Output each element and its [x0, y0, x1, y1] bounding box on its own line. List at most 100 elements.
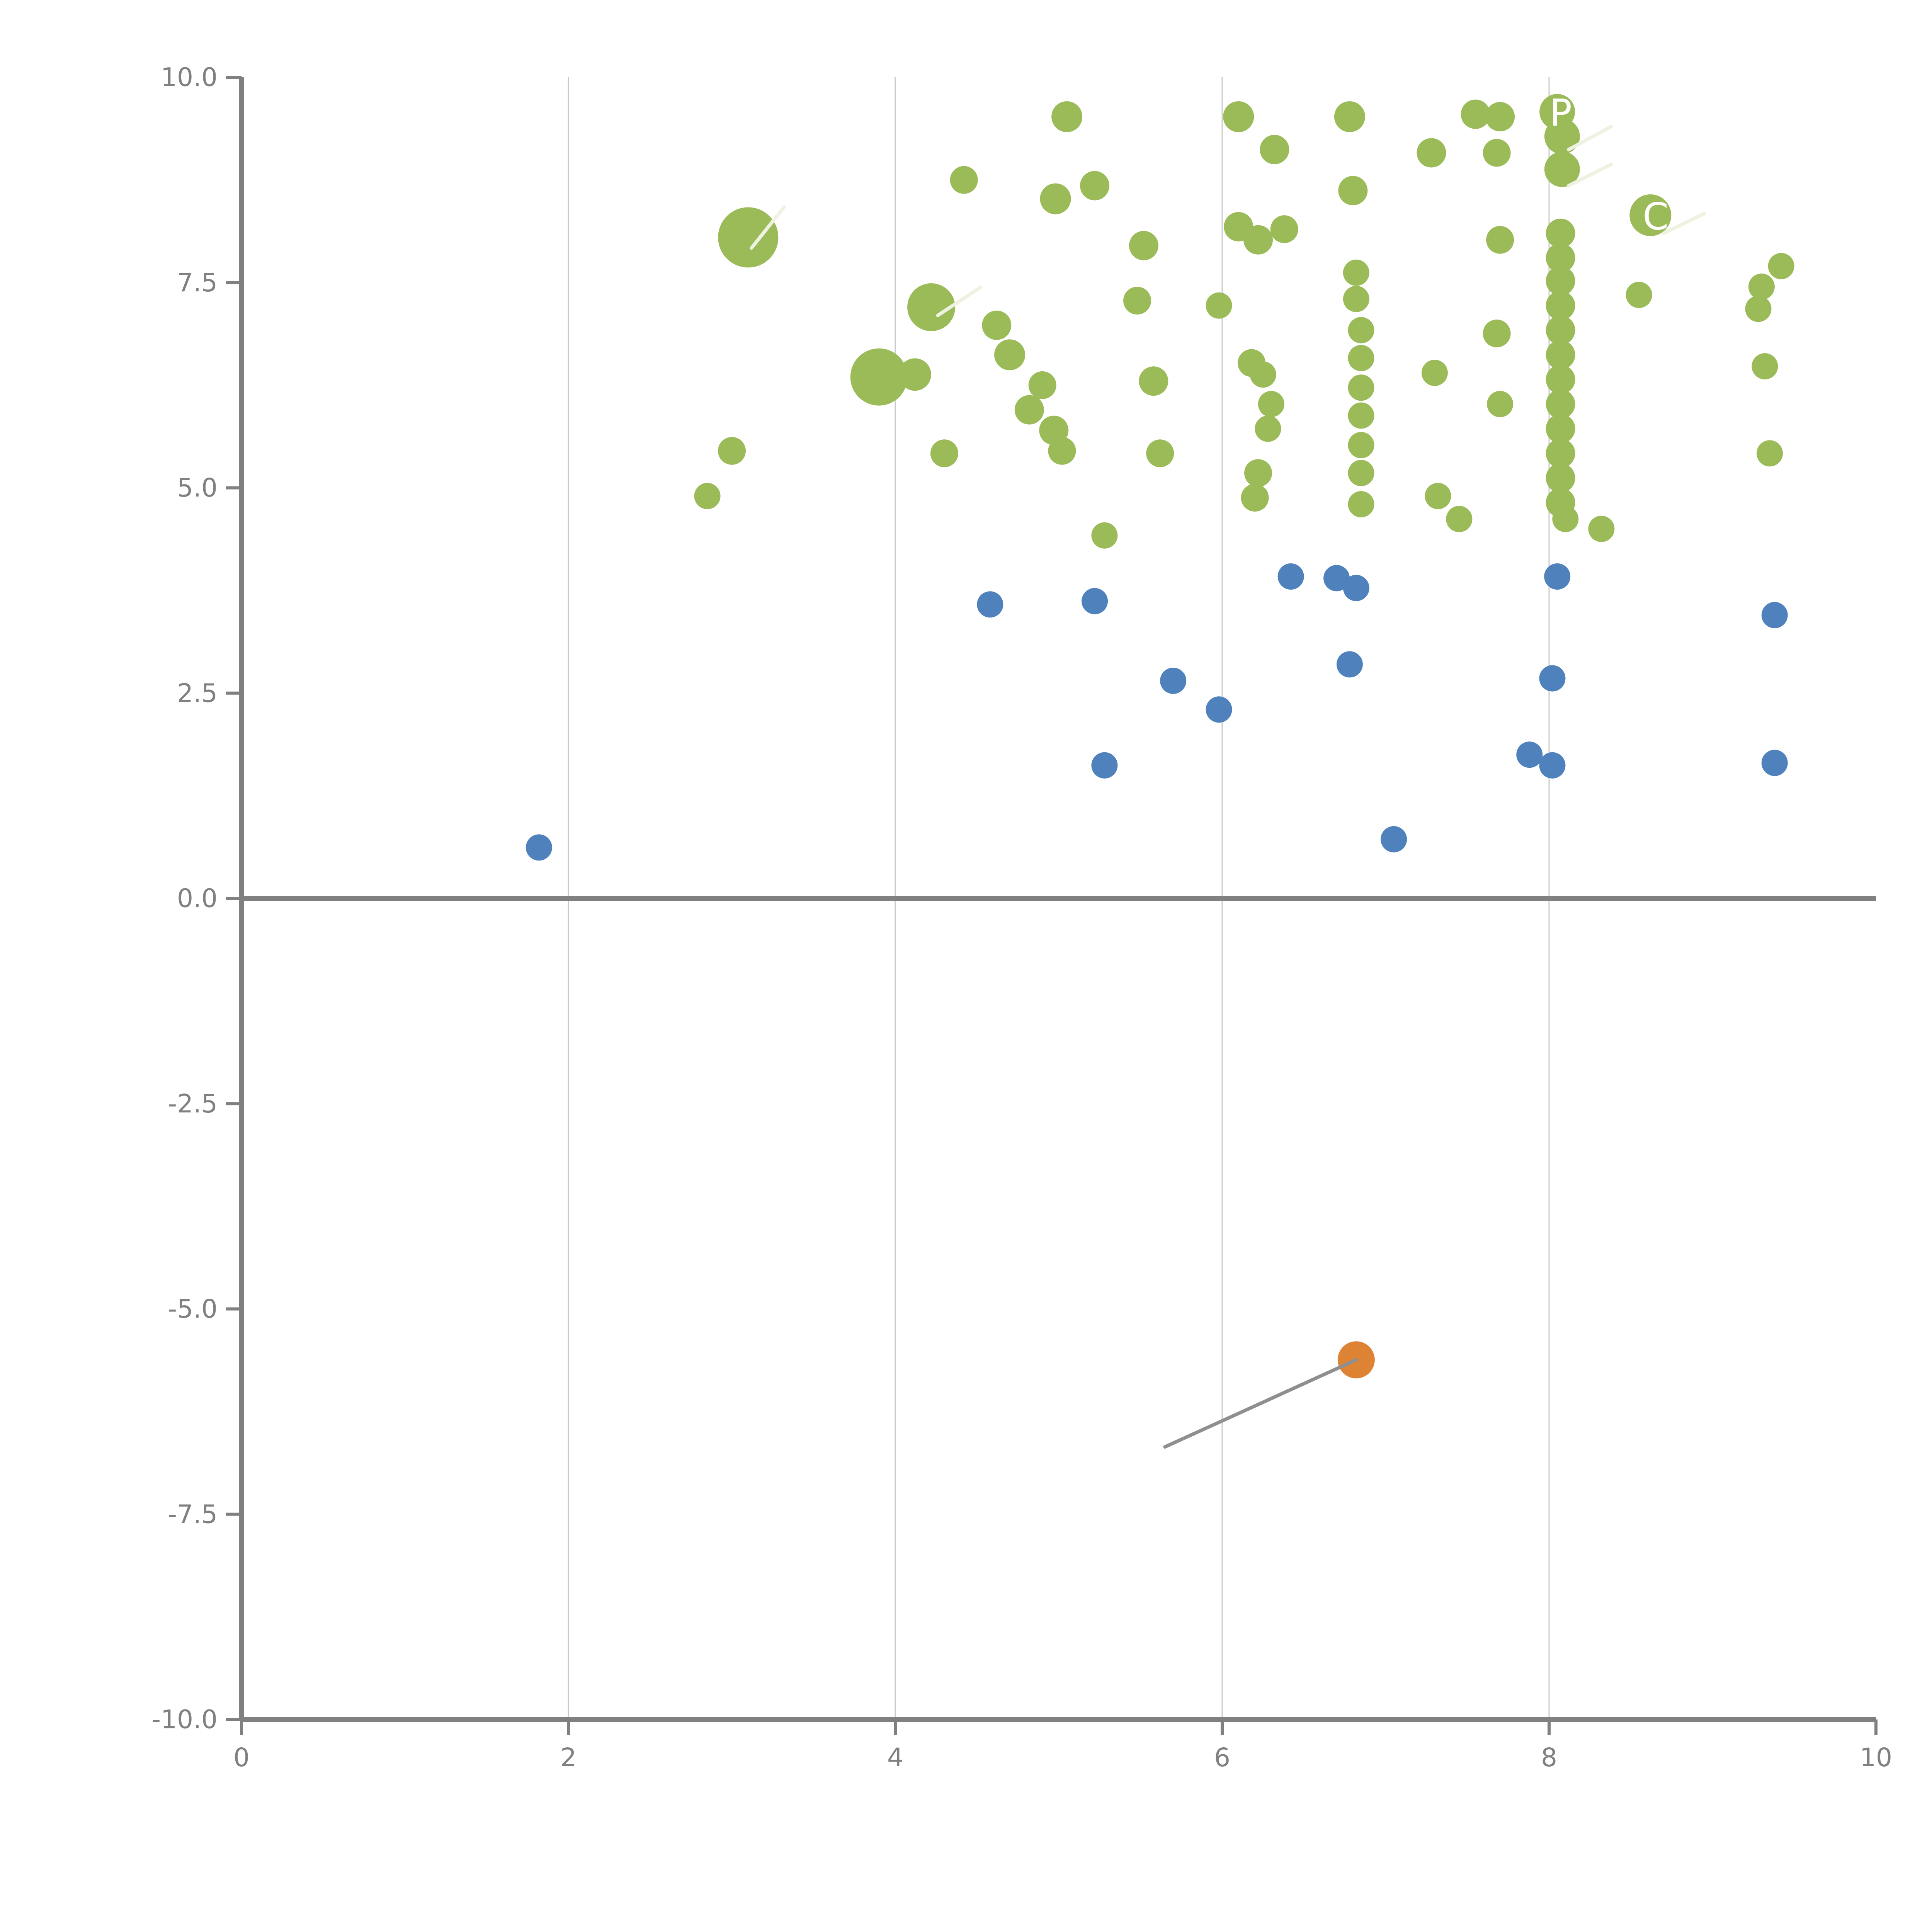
leader-line-1 [750, 205, 786, 250]
data-point-green-group-20[interactable] [1123, 287, 1151, 315]
data-point-green-group-63[interactable] [1546, 340, 1575, 370]
data-point-green-group-16[interactable] [1080, 171, 1110, 201]
data-point-green-group-33[interactable] [1270, 215, 1298, 243]
data-point-green-group-44[interactable] [1348, 491, 1374, 517]
data-point-green-group-54[interactable] [1487, 391, 1514, 417]
data-point-green-group-3[interactable] [850, 348, 908, 406]
data-point-green-group-37[interactable] [1343, 286, 1369, 312]
data-point-green-group-64[interactable] [1546, 365, 1575, 394]
data-point-green-group-25[interactable] [1243, 225, 1273, 255]
data-point-green-group-27[interactable] [1250, 361, 1276, 388]
data-point-green-group-10[interactable] [1014, 395, 1044, 425]
data-point-blue-group-3[interactable] [1091, 752, 1118, 779]
data-point-green-group-14[interactable] [1040, 183, 1071, 214]
data-point-green-group-71[interactable] [1588, 515, 1615, 542]
data-point-blue-group-14[interactable] [1539, 665, 1566, 692]
data-point-blue-group-5[interactable] [1206, 696, 1232, 723]
y-tick-label-0: 10.0 [161, 63, 218, 92]
data-point-green-group-35[interactable] [1338, 176, 1368, 206]
x-tick-label-1: 2 [560, 1743, 577, 1772]
data-point-green-group-0[interactable] [694, 483, 721, 509]
data-point-blue-group-9[interactable] [1336, 651, 1363, 678]
data-point-blue-group-12[interactable] [1539, 752, 1566, 779]
leader-lines [750, 125, 1706, 1449]
data-point-blue-group-0[interactable] [526, 834, 552, 861]
data-point-green-group-73[interactable] [1626, 282, 1652, 308]
data-point-green-group-43[interactable] [1348, 460, 1374, 486]
y-tick-label-7: -7.5 [168, 1499, 218, 1529]
data-point-green-group-61[interactable] [1546, 291, 1575, 320]
data-point-green-group-41[interactable] [1348, 402, 1374, 429]
data-point-green-group-38[interactable] [1348, 317, 1374, 344]
data-point-blue-group-10[interactable] [1381, 826, 1407, 852]
data-point-green-group-68[interactable] [1546, 463, 1575, 493]
data-point-green-group-48[interactable] [1446, 506, 1473, 532]
data-point-green-group-2[interactable] [718, 207, 779, 268]
data-point-green-group-15[interactable] [1051, 101, 1083, 132]
data-point-green-group-52[interactable] [1486, 226, 1514, 254]
data-point-green-group-8[interactable] [982, 310, 1012, 340]
x-tick-label-2: 4 [887, 1743, 903, 1772]
data-point-green-group-45[interactable] [1417, 138, 1446, 168]
data-point-green-group-60[interactable] [1546, 266, 1575, 296]
data-point-green-group-66[interactable] [1546, 414, 1575, 444]
data-point-green-group-39[interactable] [1348, 345, 1374, 371]
data-point-green-group-76[interactable] [1745, 296, 1772, 322]
data-point-green-group-47[interactable] [1425, 483, 1451, 509]
data-point-green-group-58[interactable] [1546, 218, 1575, 248]
data-point-green-group-56[interactable] [1544, 119, 1580, 154]
data-point-green-group-40[interactable] [1348, 374, 1374, 401]
data-point-green-group-46[interactable] [1421, 360, 1448, 386]
data-point-blue-group-8[interactable] [1343, 575, 1369, 601]
data-point-green-group-17[interactable] [1091, 522, 1118, 549]
data-point-green-group-18[interactable] [1129, 231, 1158, 260]
data-point-blue-group-2[interactable] [1082, 588, 1108, 614]
y-tick-label-3: 2.5 [177, 678, 218, 708]
data-point-green-group-51[interactable] [1483, 139, 1511, 167]
data-point-green-group-5[interactable] [907, 283, 956, 331]
data-point-green-group-42[interactable] [1348, 432, 1374, 458]
data-point-green-group-6[interactable] [930, 439, 958, 468]
data-point-green-group-11[interactable] [1028, 371, 1056, 399]
data-point-blue-group-15[interactable] [1761, 602, 1788, 628]
data-point-green-group-21[interactable] [1146, 439, 1174, 468]
data-point-green-group-57[interactable] [1544, 151, 1580, 187]
data-point-green-group-1[interactable] [718, 437, 746, 465]
data-point-green-group-28[interactable] [1258, 391, 1284, 417]
data-point-green-group-4[interactable] [898, 358, 931, 391]
data-point-green-group-53[interactable] [1483, 320, 1511, 347]
data-point-green-group-49[interactable] [1461, 99, 1490, 129]
data-point-green-group-7[interactable] [950, 166, 978, 194]
data-point-green-group-23[interactable] [1223, 101, 1254, 132]
data-point-green-group-65[interactable] [1546, 389, 1575, 419]
data-point-green-group-34[interactable] [1334, 101, 1365, 132]
data-point-green-group-22[interactable] [1206, 292, 1232, 319]
data-point-green-group-77[interactable] [1752, 353, 1778, 379]
data-point-green-group-30[interactable] [1244, 459, 1272, 487]
data-point-blue-group-11[interactable] [1516, 742, 1543, 768]
data-point-green-group-31[interactable] [1241, 484, 1269, 512]
data-point-blue-group-7[interactable] [1323, 565, 1350, 592]
y-tick-label-2: 5.0 [177, 473, 218, 503]
data-point-blue-group-4[interactable] [1160, 667, 1187, 694]
data-point-green-group-67[interactable] [1546, 439, 1575, 468]
data-point-green-group-19[interactable] [1139, 366, 1168, 396]
data-point-blue-group-16[interactable] [1761, 750, 1788, 776]
data-point-green-group-9[interactable] [994, 339, 1026, 371]
data-point-blue-group-6[interactable] [1277, 563, 1304, 590]
data-point-green-group-72[interactable] [1629, 194, 1672, 236]
data-point-green-group-62[interactable] [1546, 315, 1575, 345]
data-point-green-group-75[interactable] [1748, 273, 1775, 300]
data-point-blue-group-13[interactable] [1544, 563, 1571, 590]
data-point-green-group-59[interactable] [1546, 243, 1575, 273]
data-point-green-group-74[interactable] [1768, 253, 1794, 279]
data-point-green-group-29[interactable] [1255, 415, 1281, 442]
data-point-blue-group-1[interactable] [977, 591, 1003, 618]
data-point-green-group-13[interactable] [1048, 437, 1076, 465]
data-point-green-group-50[interactable] [1485, 102, 1515, 131]
data-point-green-group-78[interactable] [1757, 440, 1783, 467]
data-point-green-group-70[interactable] [1552, 506, 1579, 532]
data-point-green-group-36[interactable] [1343, 259, 1369, 286]
data-point-green-group-32[interactable] [1260, 135, 1289, 164]
